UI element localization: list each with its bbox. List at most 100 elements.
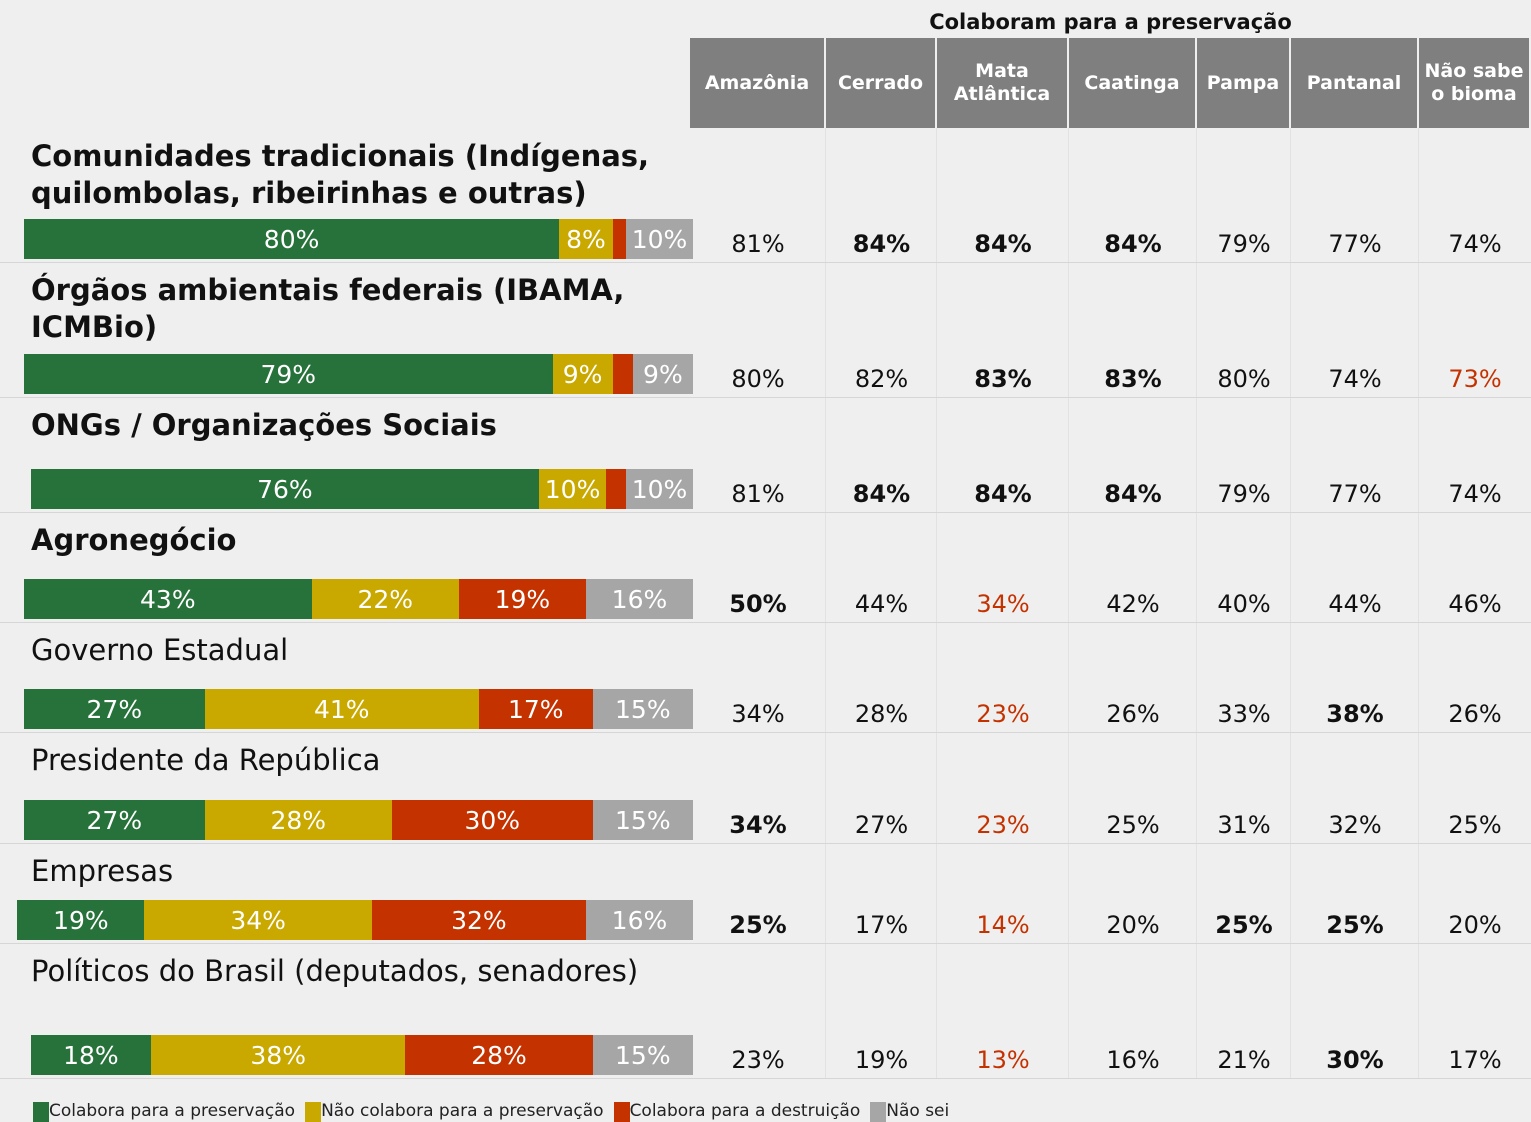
bar: 30% — [391, 800, 593, 840]
legend-swatch — [870, 1102, 887, 1122]
table-cell: 80% — [1217, 365, 1271, 393]
column-separator — [936, 128, 937, 1078]
table-cell: 23% — [731, 1046, 785, 1074]
bar: 10% — [539, 469, 607, 509]
row-label: Governo Estadual — [31, 633, 289, 667]
row-label: Agronegócio — [31, 523, 237, 557]
table-cell: 25% — [1215, 911, 1273, 939]
table-cell: 31% — [1217, 811, 1271, 839]
table-cell: 80% — [731, 365, 785, 393]
table-cell: 74% — [1328, 365, 1382, 393]
table-cell: 83% — [1104, 365, 1162, 393]
table-cell: 44% — [1328, 590, 1382, 618]
table-cell: 20% — [1106, 911, 1160, 939]
bar: 28% — [204, 800, 392, 840]
bar: 10% — [626, 219, 693, 259]
row-separator — [0, 943, 1531, 944]
table-cell: 27% — [854, 811, 909, 839]
table-cell: 79% — [1217, 230, 1271, 258]
row-separator — [0, 843, 1531, 844]
bar: 27% — [24, 800, 205, 840]
bar: 16% — [585, 900, 693, 940]
table-cell: 84% — [852, 230, 911, 258]
table-cell: 82% — [854, 365, 909, 393]
table-cell: 81% — [731, 230, 785, 258]
bar: 17% — [478, 689, 593, 729]
bar: 10% — [626, 469, 693, 509]
bar: 41% — [204, 689, 479, 729]
table-cell: 33% — [1217, 700, 1271, 728]
bar: 19% — [458, 579, 586, 619]
table-cell: 28% — [854, 700, 909, 728]
table-cell: 20% — [1448, 911, 1502, 939]
table-cell: 25% — [1106, 811, 1160, 839]
bar — [612, 354, 633, 394]
column-separator — [1068, 128, 1069, 1078]
column-separator — [1418, 128, 1419, 1078]
table-cell: 84% — [852, 480, 911, 508]
bar: 9% — [552, 354, 613, 394]
table-cell: 74% — [1448, 230, 1502, 258]
bar: 18% — [30, 1035, 152, 1075]
bar: 43% — [24, 579, 312, 619]
table-title: Colaboram para a preservação — [929, 10, 1292, 34]
table-cell: 21% — [1217, 1046, 1271, 1074]
row-separator — [0, 512, 1531, 513]
row-label: Presidente da República — [31, 743, 381, 777]
table-cell: 26% — [1448, 700, 1502, 728]
table-cell: 74% — [1448, 480, 1502, 508]
table-cell: 77% — [1328, 480, 1382, 508]
legend-label: Colabora para a destruição — [629, 1101, 861, 1121]
bar: 19% — [17, 900, 145, 940]
table-cell: 17% — [1448, 1046, 1502, 1074]
table-cell: 13% — [976, 1046, 1030, 1074]
table-cell: 17% — [854, 911, 909, 939]
table-cell: 83% — [974, 365, 1032, 393]
row-label: ONGs / Organizações Sociais — [31, 408, 497, 442]
table-cell: 25% — [1326, 911, 1384, 939]
row-label: Comunidades tradicionais (Indígenas, qui… — [31, 139, 650, 210]
bar: 15% — [592, 689, 693, 729]
table-cell: 34% — [976, 590, 1030, 618]
legend-label: Não sei — [886, 1101, 950, 1121]
table-cell: 44% — [854, 590, 909, 618]
table-cell: 34% — [731, 700, 785, 728]
row-label: Órgãos ambientais federais (IBAMA, ICMBi… — [31, 273, 625, 344]
column-separator — [1196, 128, 1197, 1078]
bar: 22% — [311, 579, 459, 619]
column-header: Cerrado — [826, 38, 935, 128]
legend-label: Colabora para a preservação — [49, 1101, 296, 1121]
table-cell: 40% — [1217, 590, 1271, 618]
table-cell: 14% — [976, 911, 1030, 939]
row-label: Empresas — [31, 854, 174, 888]
table-cell: 81% — [731, 480, 785, 508]
table-cell: 25% — [1448, 811, 1502, 839]
column-header: Amazônia — [690, 38, 824, 128]
row-separator — [0, 622, 1531, 623]
bar: 27% — [24, 689, 205, 729]
legend-swatch — [33, 1102, 49, 1122]
column-header: Caatinga — [1069, 38, 1195, 128]
bar: 76% — [30, 469, 540, 509]
table-cell: 23% — [976, 811, 1030, 839]
column-header: Não sabe o bioma — [1419, 38, 1529, 128]
row-separator — [0, 1078, 1531, 1079]
table-cell: 32% — [1328, 811, 1382, 839]
table-cell: 84% — [974, 230, 1032, 258]
table-cell: 23% — [976, 700, 1030, 728]
column-separator — [825, 128, 826, 1078]
table-cell: 84% — [974, 480, 1032, 508]
bar: 28% — [405, 1035, 593, 1075]
row-label: Políticos do Brasil (deputados, senadore… — [31, 954, 639, 988]
legend-swatch — [613, 1102, 630, 1122]
table-cell: 46% — [1448, 590, 1502, 618]
table-cell: 84% — [1104, 230, 1162, 258]
table-cell: 73% — [1448, 365, 1502, 393]
bar — [606, 469, 627, 509]
table-cell: 38% — [1326, 700, 1384, 728]
legend-swatch — [305, 1102, 322, 1122]
table-cell: 16% — [1106, 1046, 1160, 1074]
bar: 80% — [24, 219, 560, 259]
column-header: Pantanal — [1291, 38, 1417, 128]
